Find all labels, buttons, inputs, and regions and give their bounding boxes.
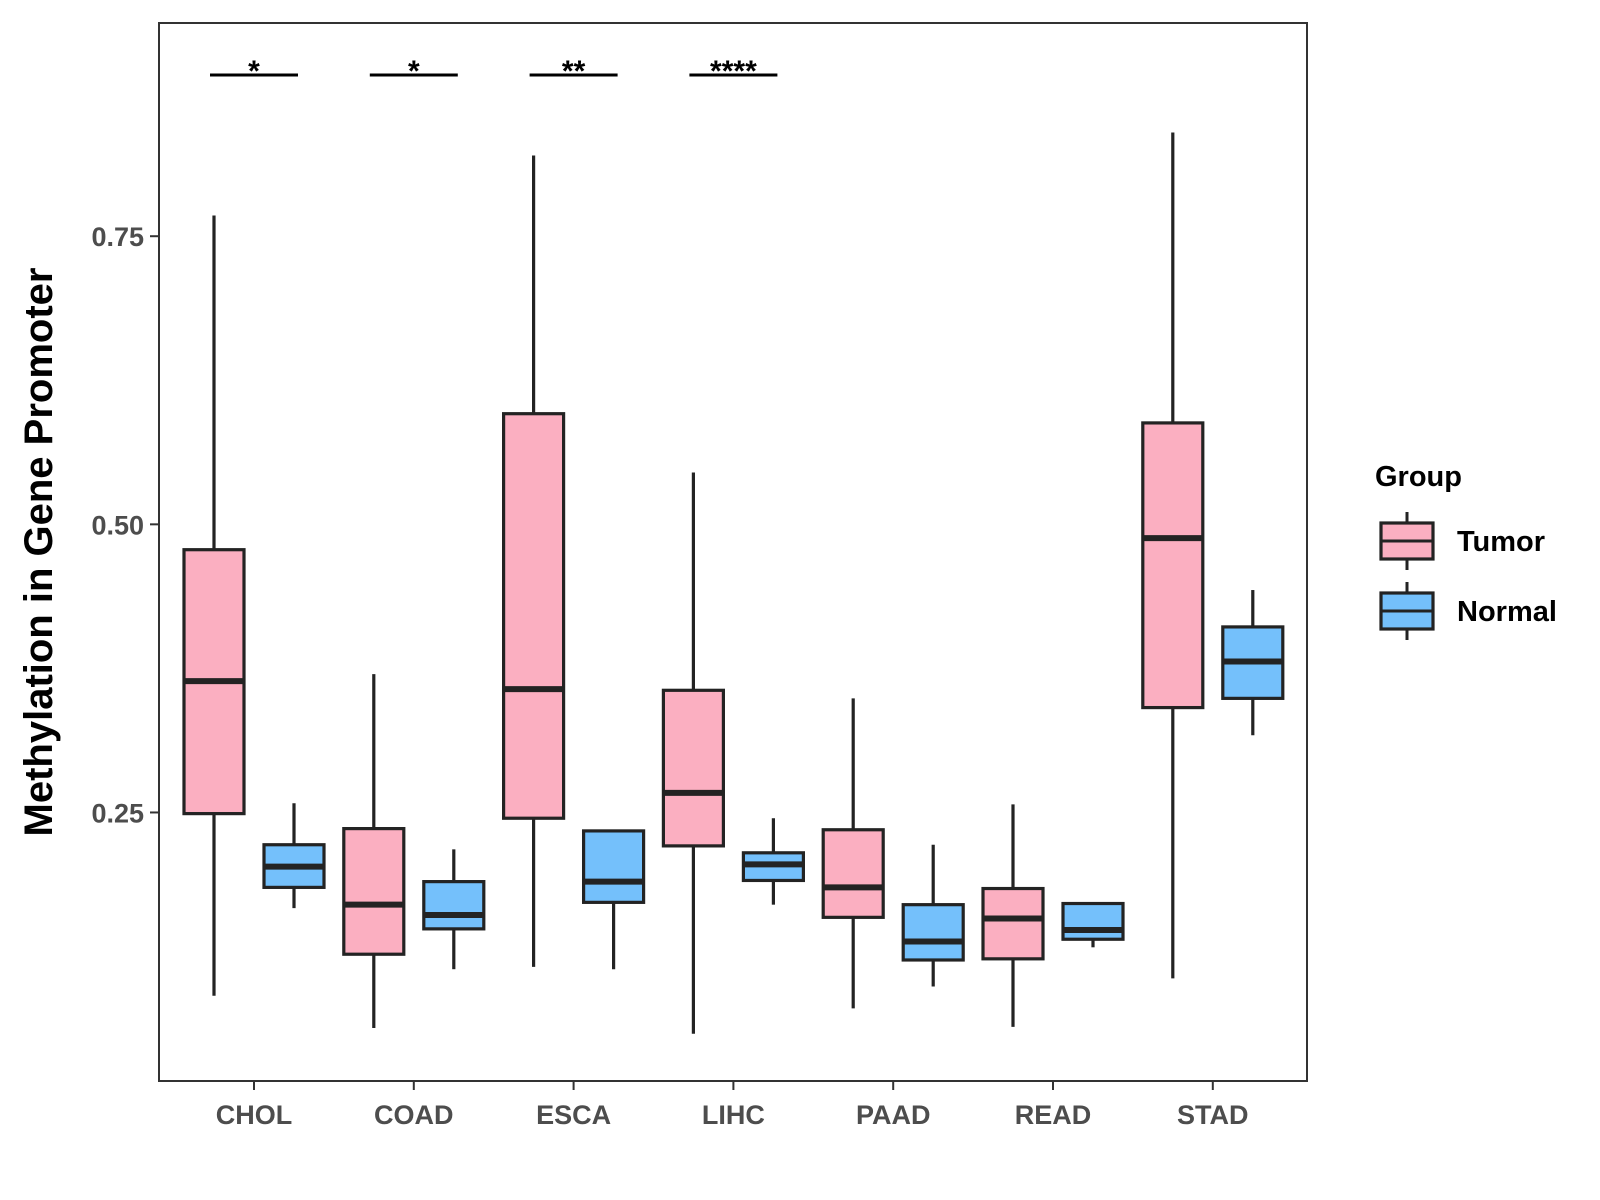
box-stad-tumor	[1141, 132, 1205, 979]
iqr-box-stad-tumor	[1141, 421, 1205, 710]
legend-item-tumor: Tumor	[1379, 512, 1545, 570]
x-tick-label-esca: ESCA	[536, 1100, 611, 1130]
significance-label-chol: *	[248, 55, 260, 88]
iqr-box-lihc-tumor	[661, 688, 726, 848]
box-stad-normal	[1221, 590, 1285, 736]
iqr-box-coad-normal	[422, 880, 486, 931]
iqr-box-read-tumor	[981, 886, 1045, 961]
significance-layer: * * ** ****	[210, 55, 778, 88]
boxes-layer	[182, 132, 1285, 1034]
box-esca-normal	[581, 829, 646, 970]
iqr-box-esca-normal	[581, 829, 646, 904]
x-tick-label-paad: PAAD	[856, 1100, 931, 1130]
legend-item-normal: Normal	[1379, 582, 1557, 640]
significance-label-esca: **	[562, 55, 586, 88]
iqr-box-esca-tumor	[502, 412, 566, 820]
iqr-box-paad-tumor	[821, 828, 885, 919]
x-tick-label-chol: CHOL	[216, 1100, 293, 1130]
box-chol-normal	[262, 803, 326, 909]
y-axis-title: Methylation in Gene Promoter	[17, 268, 61, 837]
box-chol-tumor	[182, 215, 246, 996]
legend: Group Tumor Normal	[1375, 461, 1557, 640]
box-paad-normal	[901, 844, 965, 987]
box-coad-normal	[422, 849, 486, 970]
box-lihc-tumor	[661, 472, 726, 1034]
box-esca-tumor	[502, 155, 566, 967]
legend-label-tumor: Tumor	[1457, 526, 1545, 558]
legend-label-normal: Normal	[1457, 596, 1557, 628]
x-tick-label-coad: COAD	[374, 1100, 454, 1130]
y-tick-label: 0.50	[91, 510, 144, 540]
legend-title: Group	[1375, 461, 1462, 493]
iqr-box-coad-tumor	[342, 827, 406, 956]
significance-label-coad: *	[408, 55, 420, 88]
box-lihc-normal	[741, 818, 806, 905]
iqr-box-read-normal	[1061, 901, 1125, 941]
x-tick-label-lihc: LIHC	[702, 1100, 765, 1130]
box-coad-tumor	[342, 674, 406, 1028]
x-tick-label-read: READ	[1015, 1100, 1092, 1130]
x-axis: CHOL COAD ESCA LIHC PAAD READ STAD	[216, 1081, 1249, 1130]
significance-label-lihc: ****	[710, 55, 757, 88]
box-read-normal	[1061, 901, 1125, 948]
y-tick-label: 0.75	[91, 222, 144, 252]
y-axis: 0.25 0.50 0.75	[91, 222, 159, 828]
x-tick-label-stad: STAD	[1177, 1100, 1249, 1130]
y-tick-label: 0.25	[91, 798, 144, 828]
iqr-box-paad-normal	[901, 903, 965, 962]
box-paad-tumor	[821, 698, 885, 1009]
box-read-tumor	[981, 804, 1045, 1027]
